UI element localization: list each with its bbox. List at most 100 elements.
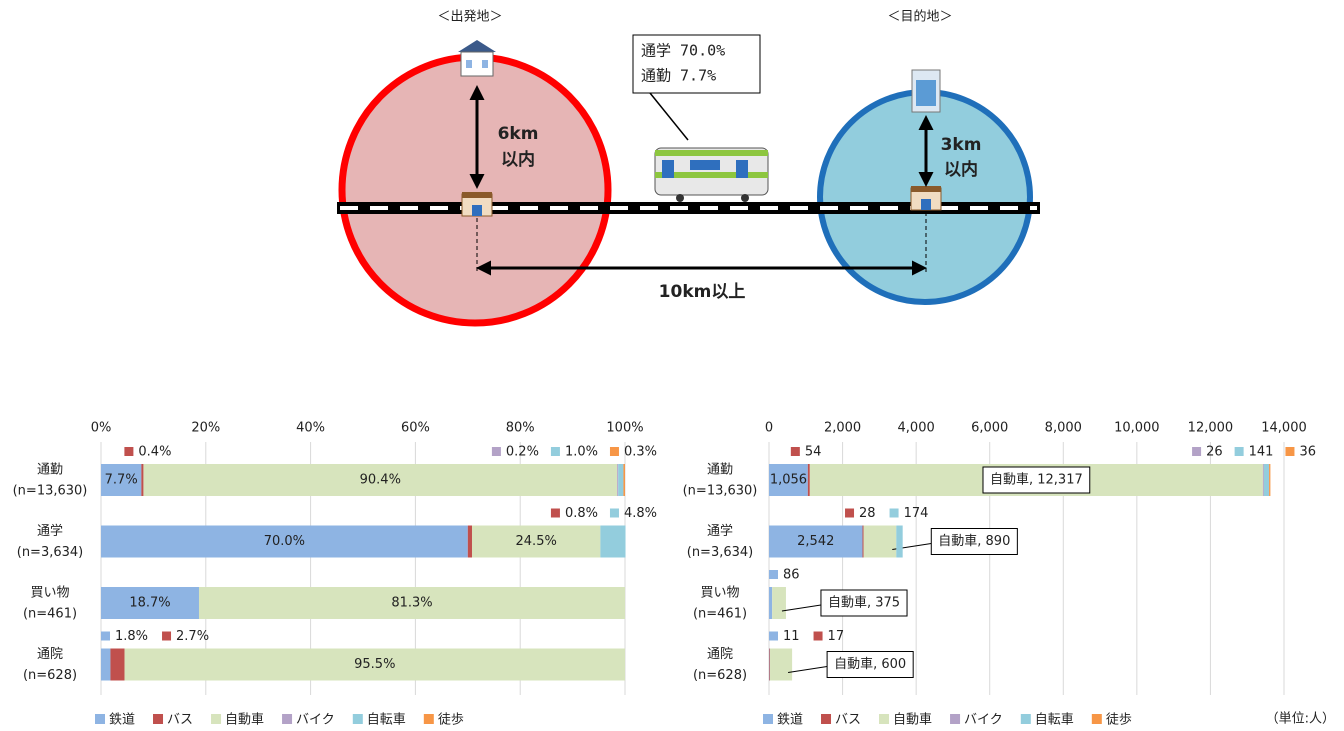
value-label: 1.8% xyxy=(115,629,148,644)
bar-segment xyxy=(863,525,897,558)
label-swatch xyxy=(1234,447,1244,456)
legend-swatch xyxy=(763,714,773,724)
category-note: (n=13,630) xyxy=(683,484,758,499)
label-swatch xyxy=(124,447,134,456)
legend-label: 徒歩 xyxy=(438,713,464,728)
callout-box xyxy=(982,466,1091,494)
label-swatch xyxy=(769,631,778,641)
x-tick-label: 40% xyxy=(296,421,325,436)
category-note: (n=13,630) xyxy=(13,484,88,499)
label-swatch xyxy=(769,570,778,579)
bar-segment xyxy=(807,464,810,496)
distance-label: 3km xyxy=(941,135,982,155)
x-tick-label: 12,000 xyxy=(1188,421,1234,436)
bar-segment xyxy=(141,464,144,496)
bar-segment xyxy=(101,648,111,681)
x-tick-label: 6,000 xyxy=(971,421,1008,436)
legend-swatch xyxy=(879,714,890,724)
label-swatch xyxy=(1192,447,1202,456)
x-tick-label: 4,000 xyxy=(898,421,935,436)
value-label: 81.3% xyxy=(391,596,432,611)
bar-segment xyxy=(467,525,472,558)
house xyxy=(458,40,496,77)
value-label: 95.5% xyxy=(354,657,395,672)
destination-label: ＜目的地＞ xyxy=(887,9,952,25)
legend-swatch xyxy=(1020,714,1031,724)
x-tick-label: 20% xyxy=(191,421,220,436)
category-note: (n=628) xyxy=(693,668,747,683)
legend-swatch xyxy=(1091,714,1102,724)
x-tick-label: 2,000 xyxy=(824,421,861,436)
label-swatch xyxy=(609,447,619,456)
value-label: 1,056 xyxy=(770,473,807,488)
label-swatch xyxy=(491,447,501,456)
value-label: 174 xyxy=(904,506,929,521)
bar-segment xyxy=(1263,464,1270,496)
value-label: 54 xyxy=(805,445,822,460)
callout-box xyxy=(826,651,914,678)
category-label: 通院 xyxy=(707,647,733,662)
value-label: 0.8% xyxy=(565,506,598,521)
legend-label: バス xyxy=(835,713,861,728)
bar-segment xyxy=(769,587,773,619)
bar-segment xyxy=(1262,464,1264,496)
value-label: 70.0% xyxy=(264,534,305,549)
distance-label: 10km以上 xyxy=(659,282,746,302)
value-label: 17 xyxy=(828,629,845,644)
bar-segment xyxy=(600,525,626,558)
bar-segment xyxy=(896,525,903,558)
x-tick-label: 14,000 xyxy=(1261,421,1307,436)
category-label: 通勤 xyxy=(37,463,63,478)
legend-swatch xyxy=(352,714,363,724)
category-note: (n=461) xyxy=(23,607,77,622)
value-label: 4.8% xyxy=(624,506,657,521)
legend-swatch xyxy=(211,714,222,724)
label-swatch xyxy=(162,631,172,641)
value-label: 11 xyxy=(783,629,800,644)
category-label: 通院 xyxy=(37,647,63,662)
distance-label: 以内 xyxy=(944,159,978,180)
station xyxy=(461,192,493,217)
label-swatch xyxy=(889,508,899,518)
legend-label: バイク xyxy=(964,713,1003,728)
x-tick-label: 60% xyxy=(401,421,430,436)
bar-segment xyxy=(623,464,625,496)
x-tick-label: 80% xyxy=(506,421,535,436)
station xyxy=(910,186,942,211)
legend-label: バス xyxy=(167,713,193,728)
bar-segment xyxy=(770,648,793,681)
value-label: 90.4% xyxy=(360,473,401,488)
value-label: 0.3% xyxy=(624,445,657,460)
bar-segment xyxy=(769,464,808,496)
x-tick-label: 0 xyxy=(765,421,773,436)
bar-segment xyxy=(471,525,601,558)
value-label: 2.7% xyxy=(176,629,209,644)
label-swatch xyxy=(790,447,800,456)
legend-swatch xyxy=(950,714,961,724)
bar-segment xyxy=(617,464,619,496)
value-label: 24.5% xyxy=(516,534,557,549)
x-tick-label: 10,000 xyxy=(1114,421,1160,436)
bar-segment xyxy=(618,464,624,496)
value-label: 26 xyxy=(1206,445,1223,460)
value-label: 2,542 xyxy=(797,534,834,549)
origin-area xyxy=(338,53,612,327)
bar-segment xyxy=(862,525,864,558)
legend-label: 鉄道 xyxy=(109,713,135,728)
value-label: 86 xyxy=(783,568,800,583)
bar-segment xyxy=(124,648,625,681)
distance-label: 6km xyxy=(498,124,539,144)
railway xyxy=(337,202,1040,214)
value-label: 7.7% xyxy=(105,473,138,488)
legend-swatch xyxy=(95,714,105,724)
value-label: 0.4% xyxy=(138,445,171,460)
label-swatch xyxy=(813,631,823,641)
value-label: 0.2% xyxy=(506,445,539,460)
legend-label: 自動車 xyxy=(225,713,264,728)
x-tick-label: 100% xyxy=(606,421,643,436)
legend-swatch xyxy=(153,714,164,724)
bar-segment xyxy=(143,464,618,496)
value-label: 36 xyxy=(1299,445,1316,460)
callout-leader xyxy=(781,604,822,612)
